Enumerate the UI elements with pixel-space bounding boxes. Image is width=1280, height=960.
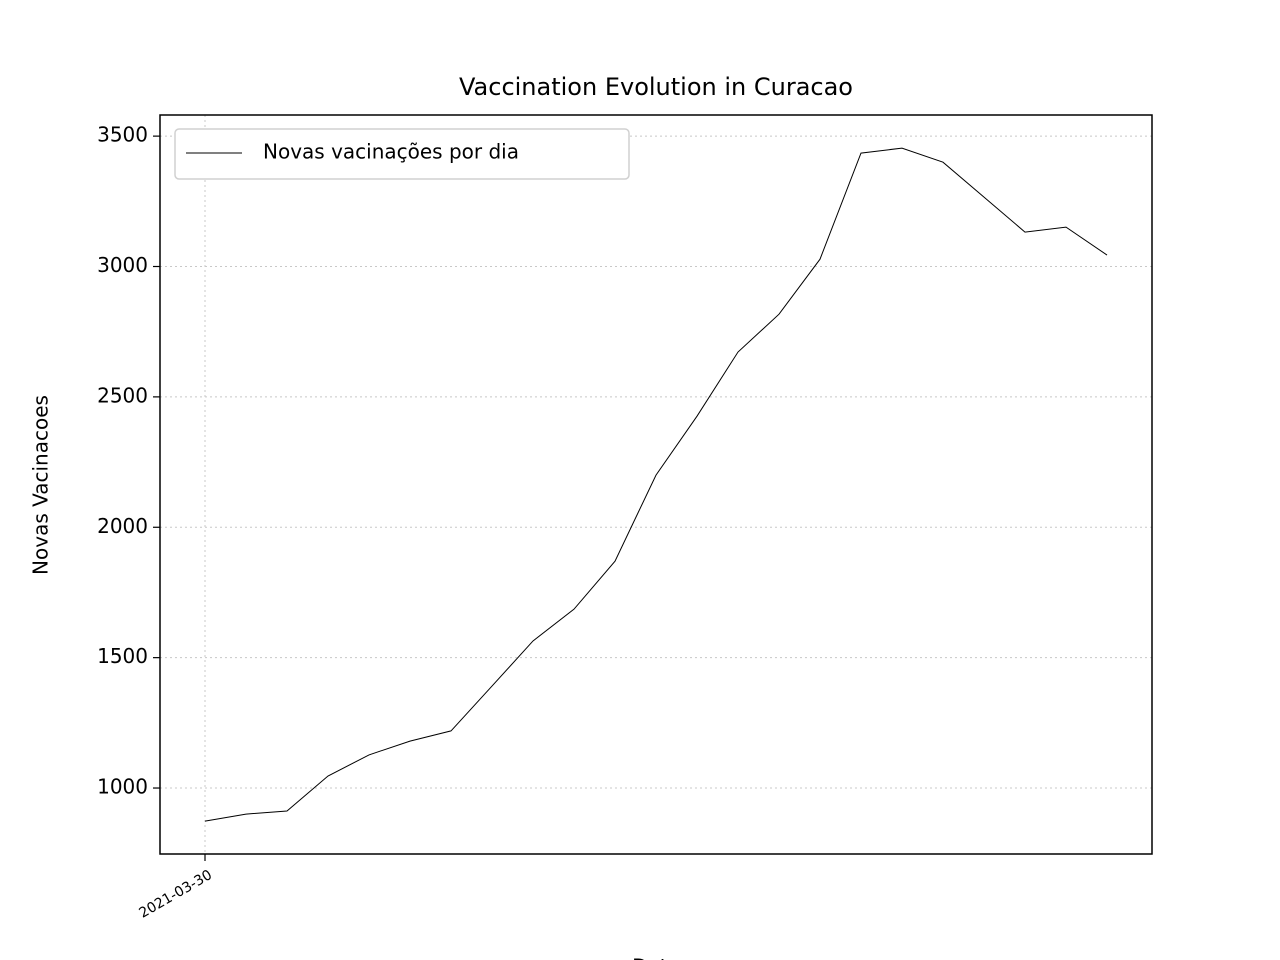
legend: Novas vacinações por dia: [174, 128, 630, 180]
y-tick-label: 3500: [97, 123, 148, 147]
y-tick-label: 2000: [97, 514, 148, 538]
y-tick-label: 3000: [97, 253, 148, 277]
y-tick-label: 2500: [97, 383, 148, 407]
x-axis-label: Date: [632, 955, 680, 960]
legend-box: [174, 128, 630, 180]
data-line: [204, 147, 1108, 822]
x-tick-label: 2021-03-30: [137, 867, 215, 922]
legend-label: Novas vacinações por dia: [263, 140, 519, 164]
chart-title: Vaccination Evolution in Curacao: [459, 73, 853, 101]
plot-frame: [159, 114, 1153, 855]
y-tick-label: 1000: [97, 775, 148, 799]
y-axis-label: Novas Vacinacoes: [29, 395, 53, 575]
y-tick-label: 1500: [97, 644, 148, 668]
